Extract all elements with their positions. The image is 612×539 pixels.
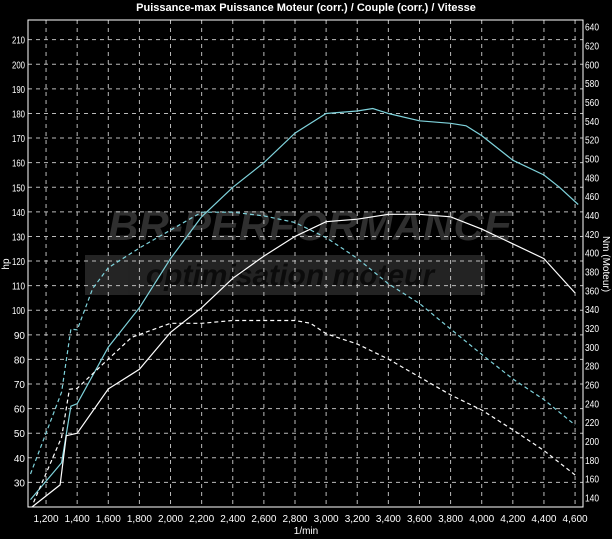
y-left-tick-label: 140	[12, 208, 25, 219]
y-right-tick-label: 560	[585, 98, 599, 109]
y-left-tick-label: 60	[14, 405, 26, 416]
y-right-tick-label: 360	[585, 286, 599, 297]
y-left-tick-label: 110	[12, 282, 25, 293]
y-right-tick-label: 380	[585, 268, 599, 279]
x-tick-label: 4,200	[500, 514, 525, 525]
y-left-tick-label: 30	[14, 478, 26, 489]
x-tick-label: 1,600	[96, 514, 121, 525]
y-left-tick-label: 40	[14, 454, 26, 465]
y-left-axis-label: hp	[1, 258, 12, 270]
y-right-axis-label: Nm (Moteur)	[600, 236, 611, 292]
x-tick-label: 4,000	[469, 514, 494, 525]
x-axis-label: 1/min	[294, 526, 318, 537]
plot-frame	[27, 19, 584, 508]
x-tick-label: 3,800	[438, 514, 463, 525]
y-right-tick-label: 520	[585, 136, 599, 147]
y-right-tick-label: 480	[585, 173, 599, 184]
svg-text:BR-PERFORMANCE: BR-PERFORMANCE	[108, 202, 514, 249]
x-tick-label: 4,600	[563, 514, 588, 525]
y-right-tick-label: 160	[585, 475, 599, 486]
y-left-tick-label: 130	[12, 232, 25, 243]
grid-lines	[28, 20, 583, 507]
y-left-tick-label: 190	[12, 85, 25, 96]
series-line-1	[31, 213, 576, 508]
y-right-tick-label: 420	[585, 230, 599, 241]
series-line-3	[33, 319, 576, 503]
y-left-tick-label: 150	[12, 183, 25, 194]
y-right-tick-label: 260	[585, 381, 599, 392]
tick-labels: 1,200 1,400 1,600 1,800 2,000 2,200 2,400 2,600…	[12, 23, 599, 525]
chart-title: Puissance-max Puissance Moteur (corr.) /…	[136, 2, 476, 14]
x-tick-label: 2,800	[282, 514, 307, 525]
x-tick-label: 3,000	[314, 514, 339, 525]
x-tick-label: 1,200	[34, 514, 59, 525]
x-tick-label: 3,200	[345, 514, 370, 525]
x-tick-label: 2,600	[251, 514, 276, 525]
y-left-tick-label: 180	[12, 109, 25, 120]
y-left-tick-label: 90	[14, 331, 26, 342]
y-right-tick-label: 620	[585, 41, 599, 52]
y-left-tick-label: 100	[12, 306, 25, 317]
y-right-tick-label: 400	[585, 249, 599, 260]
y-right-tick-label: 180	[585, 456, 599, 467]
y-left-tick-label: 50	[14, 429, 26, 440]
y-right-tick-label: 460	[585, 192, 599, 203]
y-right-tick-label: 600	[585, 60, 599, 71]
y-right-tick-label: 440	[585, 211, 599, 222]
y-right-tick-label: 340	[585, 305, 599, 316]
y-left-tick-label: 80	[14, 355, 26, 366]
y-right-tick-label: 280	[585, 362, 599, 373]
series-line-0	[30, 107, 579, 500]
y-left-tick-label: 70	[14, 380, 26, 391]
y-right-tick-label: 200	[585, 437, 599, 448]
x-tick-label: 2,200	[189, 514, 214, 525]
x-tick-label: 2,400	[220, 514, 245, 525]
y-left-tick-label: 200	[12, 60, 25, 71]
y-left-tick-label: 170	[12, 134, 25, 145]
series-lines	[29, 107, 579, 508]
y-right-tick-label: 220	[585, 418, 599, 429]
y-right-tick-label: 500	[585, 154, 599, 165]
y-right-tick-label: 300	[585, 343, 599, 354]
y-right-tick-label: 140	[585, 494, 599, 505]
y-right-tick-label: 540	[585, 117, 599, 128]
x-tick-label: 1,400	[65, 514, 90, 525]
x-tick-label: 3,400	[376, 514, 401, 525]
series-line-2	[29, 211, 576, 475]
x-tick-label: 2,000	[158, 514, 183, 525]
x-tick-label: 1,800	[127, 514, 152, 525]
x-tick-label: 4,400	[531, 514, 556, 525]
y-right-tick-label: 640	[585, 23, 599, 34]
watermark-logo: BR-PERFORMANCE optimisation moteur	[85, 202, 514, 295]
y-right-tick-label: 580	[585, 79, 599, 90]
y-left-tick-label: 120	[12, 257, 25, 268]
y-right-tick-label: 240	[585, 399, 599, 410]
x-tick-label: 3,600	[407, 514, 432, 525]
y-right-tick-label: 320	[585, 324, 599, 335]
y-left-tick-label: 160	[12, 159, 25, 170]
y-left-tick-label: 210	[12, 36, 25, 47]
